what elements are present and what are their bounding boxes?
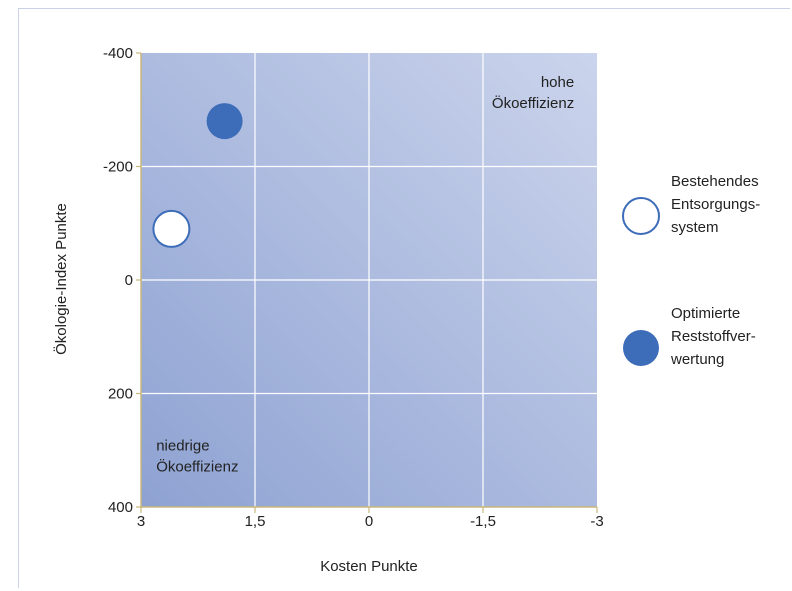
legend-label-line: Reststoffver-: [671, 328, 756, 345]
x-tick-label: 3: [137, 513, 145, 530]
y-tick-label: 0: [125, 272, 133, 289]
x-axis-title: Kosten Punkte: [320, 558, 418, 575]
legend-label-line: wertung: [670, 351, 724, 368]
x-tick-label: 0: [365, 513, 373, 530]
legend-label-line: system: [671, 219, 719, 236]
y-axis-title: Ökologie-Index Punkte: [52, 203, 70, 355]
x-tick-label: -1,5: [470, 513, 496, 530]
y-tick-label: -400: [103, 45, 133, 62]
legend-label-line: Bestehendes: [671, 173, 759, 190]
legend-label-line: Entsorgungs-: [671, 196, 760, 213]
annotation-line: hohe: [541, 74, 574, 91]
figure-frame: [18, 8, 790, 588]
legend-marker-bestehend: [622, 197, 660, 235]
x-tick-label: 1,5: [245, 513, 266, 530]
y-tick-label: 200: [108, 386, 133, 403]
data-point-optimiert: [206, 103, 243, 140]
annotation-line: Ökoeffizienz: [492, 94, 574, 112]
legend-marker-optimiert: [623, 330, 659, 366]
y-tick-label: -200: [103, 159, 133, 176]
annotation-line: Ökoeffizienz: [156, 457, 238, 475]
x-tick-label: -3: [590, 513, 603, 530]
legend-label-line: Optimierte: [671, 305, 740, 322]
annotation-line: niedrige: [156, 437, 209, 454]
data-point-bestehend: [152, 209, 191, 248]
y-tick-label: 400: [108, 499, 133, 516]
